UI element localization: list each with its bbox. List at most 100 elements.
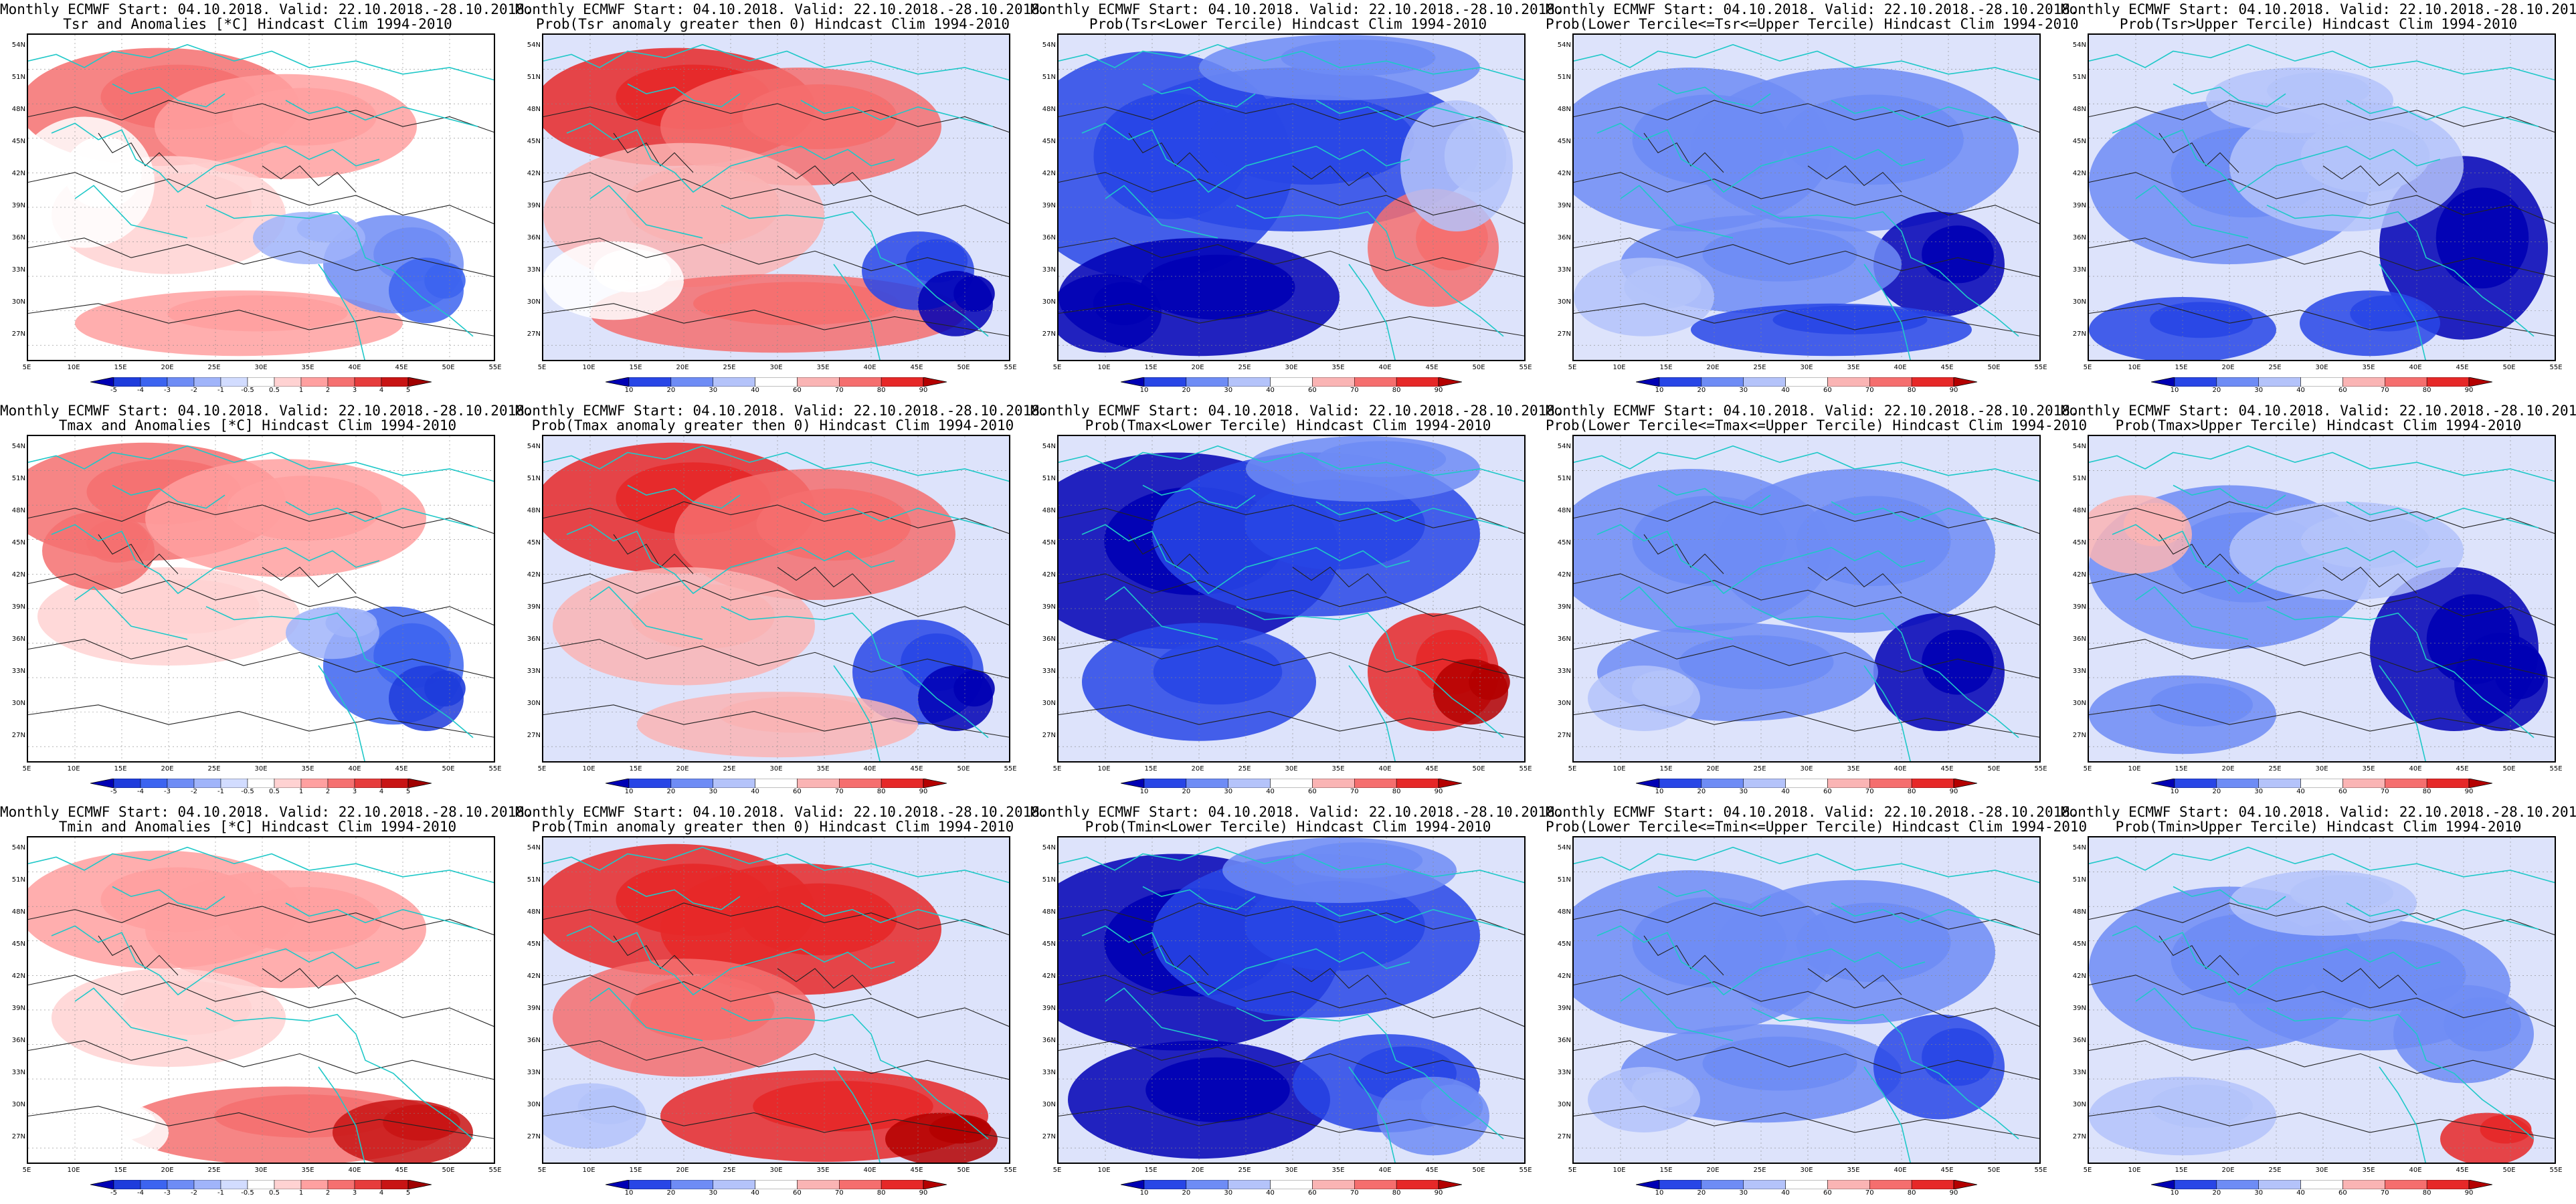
colorbar-segment bbox=[1270, 377, 1313, 387]
panel-title-line1: Monthly ECMWF Start: 04.10.2018. Valid: … bbox=[515, 1, 1048, 17]
colorbar: 10 20 30 40 60 70 80 90 bbox=[2150, 778, 2493, 802]
colorbar-segment bbox=[1701, 377, 1744, 387]
temperature-contour bbox=[613, 935, 694, 976]
lon-tick-label: 35E bbox=[816, 364, 830, 371]
colorbar-high-arrow bbox=[923, 377, 947, 387]
shaded-region bbox=[929, 1114, 992, 1144]
map-area bbox=[2088, 33, 2556, 361]
lat-tick-label: 33N bbox=[1557, 266, 1571, 274]
temperature-contour bbox=[2089, 1106, 2555, 1139]
map-panel: Monthly ECMWF Start: 04.10.2018. Valid: … bbox=[1546, 803, 2087, 1204]
lat-tick-label: 36N bbox=[11, 635, 25, 643]
colorbar-label: 4 bbox=[379, 788, 384, 795]
colorbar-label: -5 bbox=[110, 788, 117, 795]
panel-title-line1: Monthly ECMWF Start: 04.10.2018. Valid: … bbox=[1546, 1, 2079, 17]
lon-tick-label: 25E bbox=[2268, 1167, 2282, 1174]
colorbar-segment bbox=[300, 377, 329, 387]
lat-tick-label: 54N bbox=[2072, 844, 2086, 851]
lat-tick-label: 42N bbox=[527, 170, 541, 177]
coastline bbox=[2266, 205, 2535, 337]
lon-tick-label: 5E bbox=[2083, 765, 2092, 773]
temperature-contour bbox=[1059, 100, 1524, 133]
lat-tick-label: 27N bbox=[1557, 732, 1571, 739]
temperature-contour bbox=[2158, 534, 2239, 575]
panel-title-line1: Monthly ECMWF Start: 04.10.2018. Valid: … bbox=[0, 804, 533, 820]
lat-tick-label: 51N bbox=[2072, 876, 2086, 884]
temperature-contour bbox=[28, 1040, 494, 1080]
shaded-region bbox=[383, 1104, 460, 1141]
lat-tick-label: 54N bbox=[1042, 41, 1056, 49]
coastline bbox=[1142, 83, 1256, 108]
lon-tick-label: 50E bbox=[957, 364, 970, 371]
colorbar-segment bbox=[2174, 778, 2217, 789]
lon-tick-label: 40E bbox=[863, 765, 877, 773]
temperature-contour bbox=[1574, 573, 2039, 626]
map-area bbox=[2088, 836, 2556, 1164]
temperature-contour bbox=[2158, 132, 2239, 173]
temperature-contour bbox=[28, 100, 494, 133]
lon-tick-label: 55E bbox=[2034, 765, 2047, 773]
panel-title-line1: Monthly ECMWF Start: 04.10.2018. Valid: … bbox=[515, 403, 1048, 419]
colorbar-label: 10 bbox=[2170, 1189, 2179, 1197]
colorbar-high-arrow bbox=[407, 778, 432, 789]
lon-tick-label: 40E bbox=[1894, 364, 1907, 371]
colorbar-label: 40 bbox=[751, 387, 759, 394]
map-panel: Monthly ECMWF Start: 04.10.2018. Valid: … bbox=[1546, 401, 2087, 803]
coastline bbox=[1059, 43, 1524, 81]
lon-tick-label: 10E bbox=[67, 765, 80, 773]
colorbar-label: -0.5 bbox=[241, 387, 254, 394]
map-panel: Monthly ECMWF Start: 04.10.2018. Valid: … bbox=[0, 803, 533, 1204]
colorbar-segment bbox=[381, 778, 409, 789]
lat-tick-label: 30N bbox=[1042, 1101, 1056, 1108]
lon-tick-label: 10E bbox=[1097, 1167, 1111, 1174]
lat-tick-label: 42N bbox=[527, 973, 541, 980]
colorbar-segment bbox=[1743, 778, 1786, 789]
temperature-contour bbox=[2089, 501, 2555, 534]
colorbar-label: 80 bbox=[1392, 788, 1401, 795]
shaded-region bbox=[2150, 1084, 2253, 1128]
lon-tick-label: 55E bbox=[488, 765, 502, 773]
temperature-contour bbox=[28, 639, 494, 679]
colorbar-low-arrow bbox=[2150, 778, 2175, 789]
colorbar-segment bbox=[2385, 1179, 2427, 1190]
shaded-region bbox=[64, 136, 142, 209]
lon-tick-label: 40E bbox=[2409, 364, 2422, 371]
lon-tick-label: 35E bbox=[816, 1167, 830, 1174]
map-panel: Monthly ECMWF Start: 04.10.2018. Valid: … bbox=[515, 803, 1048, 1204]
colorbar-svg bbox=[2150, 778, 2493, 789]
colorbar-segment bbox=[1827, 1179, 1870, 1190]
shaded-region bbox=[1624, 265, 1701, 309]
colorbar-label: 2 bbox=[325, 788, 331, 795]
colorbar-label: 3 bbox=[352, 1189, 357, 1197]
coastline bbox=[2346, 100, 2539, 127]
coastline bbox=[1574, 43, 2039, 81]
colorbar-segment bbox=[1143, 1179, 1187, 1190]
lon-tick-label: 15E bbox=[629, 765, 642, 773]
lon-tick-label: 45E bbox=[395, 765, 408, 773]
colorbar-label: 60 bbox=[1823, 1189, 1832, 1197]
shaded-region bbox=[115, 579, 260, 634]
colorbar-high-arrow bbox=[1438, 778, 1463, 789]
map-svg bbox=[2089, 837, 2555, 1163]
colorbar-label: 1 bbox=[298, 1189, 304, 1197]
lat-tick-label: 30N bbox=[2072, 298, 2086, 306]
colorbar-label: 40 bbox=[1266, 387, 1275, 394]
lon-tick-label: 5E bbox=[1568, 1167, 1577, 1174]
shaded-region bbox=[630, 975, 775, 1041]
colorbar-svg bbox=[90, 377, 432, 387]
lon-tick-label: 40E bbox=[1378, 364, 1392, 371]
coastline bbox=[2089, 445, 2555, 482]
colorbar-segment bbox=[628, 377, 672, 387]
lat-tick-label: 42N bbox=[11, 973, 25, 980]
colorbar-label: 70 bbox=[834, 788, 844, 795]
colorbar-segment bbox=[300, 778, 329, 789]
lat-tick-label: 48N bbox=[527, 106, 541, 113]
lat-tick-label: 51N bbox=[11, 74, 25, 81]
lon-tick-label: 45E bbox=[910, 765, 923, 773]
colorbar-low-arrow bbox=[1120, 1179, 1145, 1190]
temperature-contour bbox=[543, 1040, 1009, 1080]
coastline bbox=[2135, 586, 2249, 640]
lat-tick-label: 39N bbox=[2072, 603, 2086, 611]
shaded-region bbox=[424, 670, 466, 707]
coastline bbox=[2346, 902, 2539, 930]
